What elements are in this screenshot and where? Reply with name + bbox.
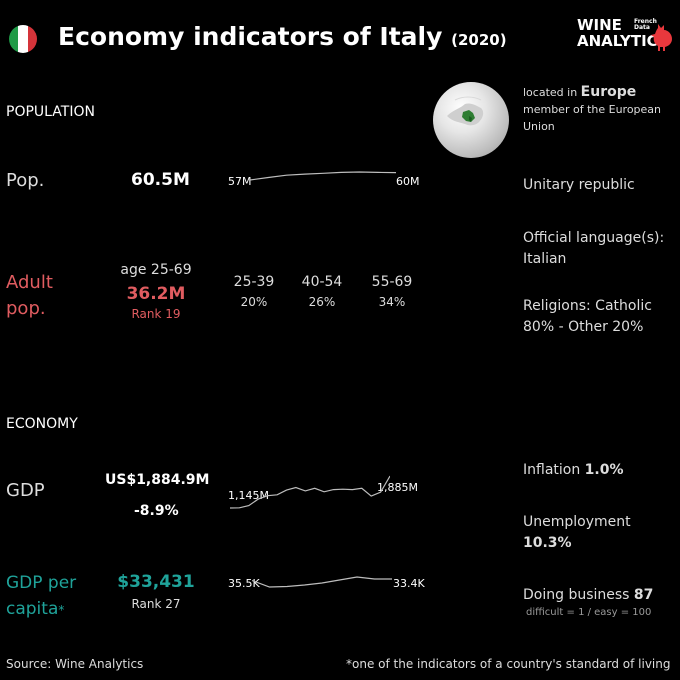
gdppc-star: * [58,603,65,617]
age-group-1-share: 20% [240,295,268,309]
adult-pop-rank: Rank 19 [131,307,181,321]
gdppc-spark-line [252,576,392,588]
age-range: age 25-69 [120,262,192,278]
unemployment: Unemployment 10.3% [523,512,631,554]
inflation-value: 1.0% [584,462,624,478]
gdppc-sparkline [252,576,392,588]
age-group-1-range: 25-39 [233,274,275,290]
inflation-label: Inflation [523,462,581,478]
adult-pop-label: Adult pop. [6,270,53,322]
unemployment-label: Unemployment [523,514,631,530]
inflation: Inflation 1.0% [523,460,624,481]
adult-label-line2: pop. [6,298,46,319]
adult-pop-value: 36.2M [126,284,186,304]
pop-spark-start: 57M [228,175,252,188]
gdppc-label-line1: GDP per [6,573,77,593]
membership: member of the European Union [523,103,662,133]
location-block: located in Europe member of the European… [523,84,673,135]
gdp-change: -8.9% [134,503,179,519]
gdppc-spark-start: 35.5K [228,577,260,590]
pop-label: Pop. [6,170,45,191]
unemployment-value: 10.3% [523,535,572,551]
language-block: Official language(s): Italian [523,228,664,270]
source-note: Source: Wine Analytics [6,657,144,671]
religions-line2: 80% - Other 20% [523,319,644,335]
government: Unitary republic [523,177,635,193]
gdppc-value: $33,431 [117,572,195,592]
doing-business-value: 87 [633,587,654,603]
gdp-value: US$1,884.9M [105,472,210,488]
logo-sub: French Data [634,19,657,31]
logo-line1: WINE [577,16,622,34]
globe-europe-icon [433,82,509,158]
pop-spark-line [250,171,396,181]
doing-business-note: difficult = 1 / easy = 100 [526,607,652,618]
logo-line2: ANALYTICS [577,32,669,50]
gdp-spark-end: 1,885M [377,481,418,494]
gdppc-spark-end: 33.4K [393,577,425,590]
religions-line1: Religions: Catholic [523,298,652,314]
pop-value: 60.5M [131,170,190,190]
doing-business-label: Doing business [523,587,630,603]
footnote: *one of the indicators of a country's st… [346,657,671,671]
age-group-3-range: 55-69 [371,274,413,290]
region: Europe [580,84,637,100]
title-text: Economy indicators of Italy [58,22,443,51]
page-title: Economy indicators of Italy (2020) [58,22,507,51]
rooster-icon [651,24,672,51]
pop-spark-end: 60M [396,175,420,188]
age-group-2-share: 26% [308,295,336,309]
language-value: Italian [523,251,567,267]
logo-sub2: Data [634,24,650,31]
gdp-label: GDP [6,480,45,501]
gdppc-label: GDP per capita* [6,570,76,623]
age-group-3-share: 34% [378,295,406,309]
age-group-2-range: 40-54 [301,274,343,290]
pop-sparkline [250,171,396,181]
italy-flag-icon [9,25,37,53]
religions-block: Religions: Catholic 80% - Other 20% [523,296,652,338]
gdppc-rank: Rank 27 [131,597,181,611]
gdppc-label-line2: capita [6,599,59,619]
population-section-title: POPULATION [6,104,95,120]
language-label: Official language(s): [523,230,665,246]
economy-section-title: ECONOMY [6,416,78,432]
gdp-spark-line [230,475,390,509]
adult-label-line1: Adult [6,272,53,293]
wine-analytics-logo: WINE French Data ANALYTICS [577,16,677,56]
logo-sub1: French [634,18,657,25]
title-year: (2020) [451,31,507,49]
located-prefix: located in [523,86,578,99]
gdp-sparkline [230,475,390,509]
doing-business: Doing business 87 [523,585,653,606]
